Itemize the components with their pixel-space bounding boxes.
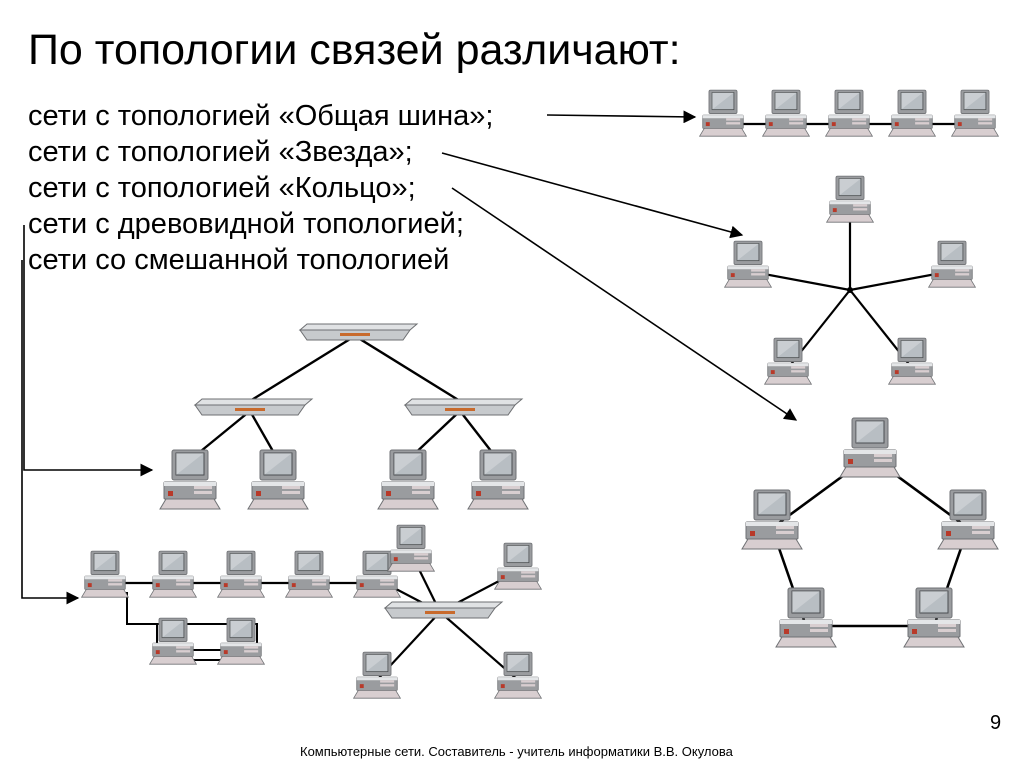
hub-icon (405, 399, 522, 415)
computer-icon (826, 90, 873, 136)
computer-icon (286, 551, 333, 597)
hub-icon (300, 324, 417, 340)
bullet-item: сети с топологией «Кольцо»; (28, 172, 416, 205)
computer-icon (354, 652, 401, 698)
hub-icon (385, 602, 502, 618)
computer-icon (840, 418, 900, 477)
computer-icon (889, 338, 936, 384)
computer-icon (160, 450, 220, 509)
computer-icon (495, 652, 542, 698)
computer-icon (889, 90, 936, 136)
computer-icon (904, 588, 964, 647)
computer-icon (700, 90, 747, 136)
bullet-item: сети со смешанной топологией (28, 244, 449, 277)
computer-icon (938, 490, 998, 549)
computer-icon (763, 90, 810, 136)
computer-icon (388, 525, 435, 571)
page-number: 9 (990, 712, 1001, 735)
page-title: По топологии связей различают: (28, 26, 681, 75)
footer-text: Компьютерные сети. Составитель - учитель… (300, 744, 733, 759)
computer-icon (495, 543, 542, 589)
bullet-item: сети с топологией «Общая шина»; (28, 100, 493, 133)
computer-icon (354, 551, 401, 597)
computer-icon (248, 450, 308, 509)
computer-icon (150, 551, 197, 597)
hub-icon (195, 399, 312, 415)
bullet-item: сети с древовидной топологией; (28, 208, 464, 241)
bullet-item: сети с топологией «Звезда»; (28, 136, 413, 169)
computer-icon (82, 551, 129, 597)
computer-icon (827, 176, 874, 222)
computer-icon (468, 450, 528, 509)
computer-icon (218, 618, 265, 664)
computer-icon (952, 90, 999, 136)
computer-icon (150, 618, 197, 664)
computer-icon (929, 241, 976, 287)
computer-icon (218, 551, 265, 597)
computer-icon (378, 450, 438, 509)
computer-icon (742, 490, 802, 549)
computer-icon (765, 338, 812, 384)
computer-icon (776, 588, 836, 647)
computer-icon (725, 241, 772, 287)
